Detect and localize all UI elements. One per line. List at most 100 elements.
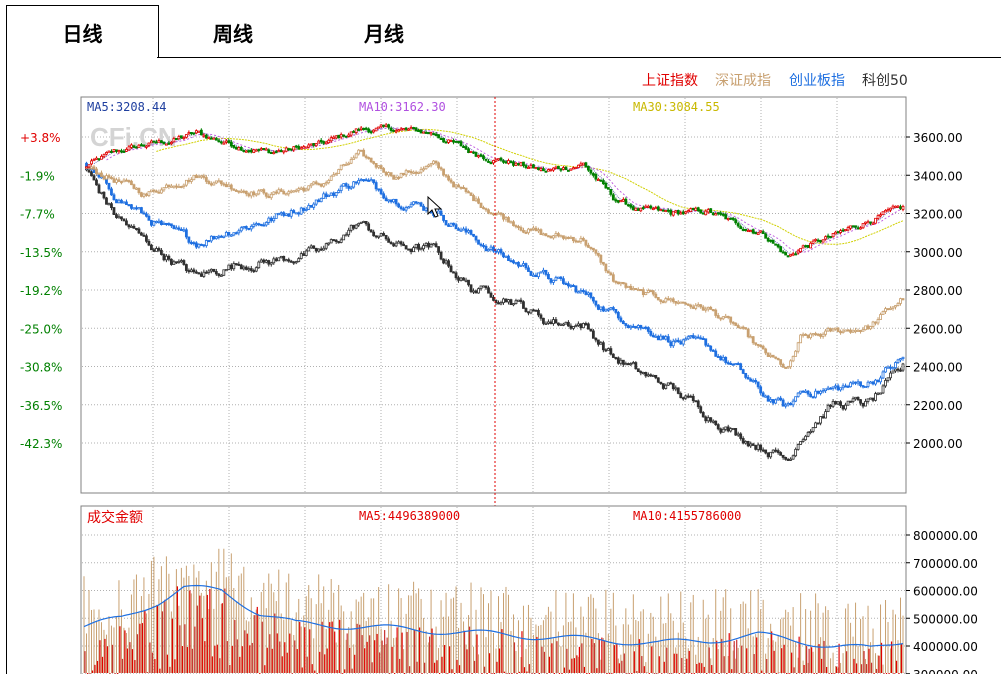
candle-body [639, 325, 643, 329]
candle-body [329, 239, 333, 244]
candle-body [150, 140, 153, 144]
candle-body [579, 323, 583, 329]
candle-body [529, 271, 533, 276]
candle-body [332, 239, 336, 242]
candle-body [729, 316, 733, 323]
candle-body [477, 198, 480, 204]
candle-body [502, 160, 505, 163]
candle-body [474, 198, 478, 202]
candle-body [252, 223, 256, 227]
candle-body [839, 331, 842, 334]
candle-body [774, 399, 778, 404]
candle-body [901, 298, 905, 301]
legend-star50[interactable]: 科创50 [862, 73, 908, 89]
candle-body [164, 255, 168, 261]
candle-body [614, 357, 618, 360]
candle-body [352, 224, 356, 229]
tab-monthly[interactable]: 月线 [364, 21, 404, 46]
candle-body [589, 246, 593, 249]
candle-body [776, 244, 780, 248]
legend-shanghai[interactable]: 上证指数 [642, 73, 698, 89]
volume-axis-label: 600000.00 [913, 585, 978, 599]
candle-body [534, 167, 538, 170]
candle-body [214, 180, 218, 184]
candle-body [199, 273, 203, 277]
candle-body [736, 363, 740, 366]
candle-body [664, 384, 668, 389]
candle-body [799, 334, 803, 344]
candle-body [459, 277, 463, 281]
candle-body [869, 326, 872, 330]
candle-body [457, 184, 460, 188]
candle-body [487, 287, 490, 294]
candle-body [756, 343, 760, 346]
candle-body [606, 270, 610, 274]
candle-body [249, 225, 253, 230]
candle-body [729, 217, 733, 220]
candle-body [294, 261, 298, 264]
candle-body [816, 239, 820, 242]
candle-body [524, 231, 528, 234]
candle-body [604, 308, 608, 312]
series-上证指数 [85, 122, 905, 258]
candle-body [664, 210, 668, 213]
candle-body [447, 260, 450, 267]
candle-body [564, 236, 568, 239]
candle-body [769, 399, 773, 402]
candle-body [724, 315, 728, 318]
candle-body [874, 379, 877, 385]
candle-body [264, 148, 268, 151]
ma30-label: MA30:3084.55 [633, 100, 720, 114]
candle-body [472, 233, 475, 237]
candle-body [644, 292, 648, 295]
candle-body [102, 191, 106, 199]
candle-body [489, 212, 493, 215]
price-axis-label: 3400.00 [913, 169, 963, 183]
candle-body [217, 273, 221, 276]
candle-body [801, 245, 805, 249]
candle-body [212, 137, 216, 140]
candle-body [117, 150, 121, 153]
candle-body [302, 187, 306, 192]
candle-body [382, 168, 386, 173]
candle-body [554, 166, 558, 169]
candle-body [784, 404, 788, 407]
candle-body [884, 367, 887, 373]
candle-body [207, 136, 211, 139]
candle-body [766, 395, 770, 402]
candle-body [254, 149, 258, 152]
candle-body [891, 205, 895, 209]
volume-bars [83, 548, 905, 674]
tab-weekly[interactable]: 周线 [213, 21, 253, 46]
candle-body [594, 300, 598, 306]
candle-body [272, 218, 276, 222]
candle-body [836, 385, 840, 391]
candle-body [646, 374, 650, 377]
candle-body [554, 319, 558, 324]
candle-body [362, 220, 366, 223]
candle-body [364, 220, 368, 225]
candle-body [427, 164, 430, 167]
candle-body [629, 325, 633, 329]
candle-body [287, 259, 291, 262]
candle-body [477, 155, 480, 158]
legend-shenzhen[interactable]: 深证成指 [715, 73, 771, 89]
candle-body [482, 285, 485, 288]
candle-body [197, 272, 201, 275]
candle-body [497, 302, 500, 305]
candle-body [572, 236, 575, 242]
candle-body [764, 233, 768, 239]
candle-body [367, 128, 371, 133]
candle-body [449, 140, 453, 143]
candle-body [107, 203, 111, 206]
candle-body [569, 284, 573, 287]
candle-body [354, 224, 358, 229]
candle-body [674, 339, 678, 342]
legend-chinext[interactable]: 创业板指 [789, 73, 845, 89]
candle-body [257, 223, 261, 226]
tab-daily[interactable]: 日线 [6, 5, 159, 58]
candle-body [739, 363, 743, 371]
candle-body [706, 417, 710, 422]
candle-body [92, 175, 96, 181]
